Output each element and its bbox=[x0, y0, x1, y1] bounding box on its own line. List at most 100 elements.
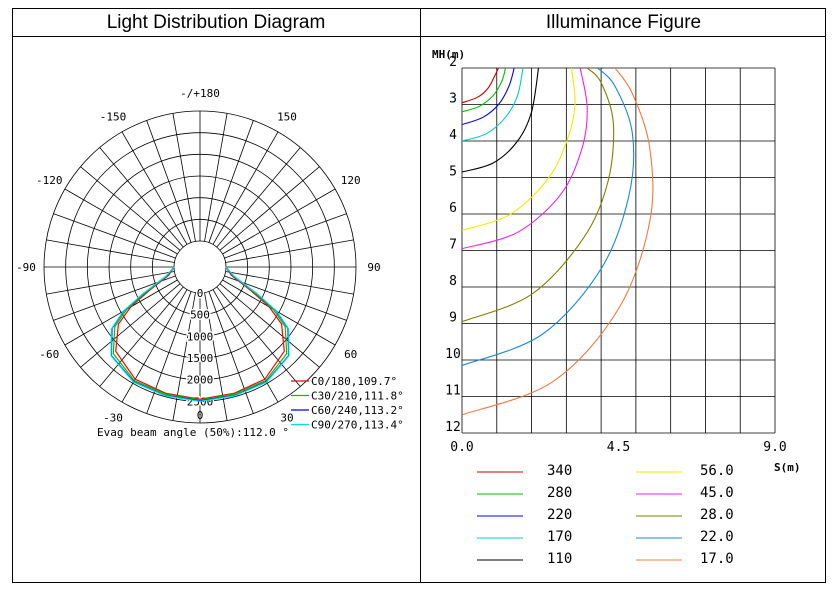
iso-series-curve bbox=[462, 68, 524, 142]
illuminance-figure-title: Illuminance Figure bbox=[545, 12, 702, 33]
polar-spoke bbox=[216, 286, 301, 387]
iso-legend-label: 45.0 bbox=[700, 485, 734, 501]
beam-angle-annotation: Evag beam angle (50%):112.0 ° bbox=[97, 426, 289, 439]
iso-legend-label: 22.0 bbox=[700, 529, 734, 545]
iso-legend-label: 56.0 bbox=[700, 463, 734, 479]
polar-angle-label: -120 bbox=[36, 174, 63, 187]
polar-series-curve bbox=[115, 266, 285, 400]
polar-spoke bbox=[146, 291, 192, 414]
polar-angle-label: -/+180 bbox=[180, 87, 220, 100]
iso-series-curve bbox=[462, 68, 654, 416]
iso-y-tick: 7 bbox=[449, 238, 457, 253]
polar-spoke bbox=[212, 289, 279, 403]
polar-spoke bbox=[172, 292, 196, 421]
iso-x-tick: 0.0 bbox=[450, 440, 473, 455]
iso-y-tick: 11 bbox=[445, 384, 461, 399]
polar-angle-label: -30 bbox=[103, 412, 123, 425]
polar-spoke bbox=[80, 283, 181, 368]
polar-chart: 0 30 -30 60 -60 90 -90 120 -120 150 -150 -/+180 0 500… bbox=[16, 87, 404, 439]
iso-legend-label: 17.0 bbox=[700, 551, 734, 567]
polar-angle-label: 120 bbox=[341, 174, 361, 187]
polar-angle-label: -90 bbox=[16, 261, 36, 274]
iso-legend-label: 28.0 bbox=[700, 507, 734, 523]
polar-spoke bbox=[99, 286, 184, 387]
iso-legend-label: 340 bbox=[547, 463, 572, 479]
polar-angle-label: 90 bbox=[367, 261, 380, 274]
iso-x-tick: 4.5 bbox=[607, 440, 630, 455]
iso-y-tick: 3 bbox=[449, 92, 457, 107]
iso-y-tick: 2 bbox=[449, 55, 457, 70]
iso-legend-label: 170 bbox=[547, 529, 572, 545]
iso-x-tick: 9.0 bbox=[763, 440, 786, 455]
polar-angle-label: -150 bbox=[100, 110, 127, 123]
polar-spoke bbox=[64, 188, 178, 255]
polar-spoke bbox=[53, 275, 176, 321]
iso-x-axis-label: S(m) bbox=[774, 461, 801, 474]
iso-series-curve bbox=[462, 68, 588, 250]
polar-spoke bbox=[121, 289, 188, 403]
iso-series-curve bbox=[462, 68, 615, 323]
iso-y-tick: 8 bbox=[449, 274, 457, 289]
polar-spoke bbox=[46, 239, 175, 263]
polar-radial-label: 1500 bbox=[187, 352, 214, 365]
polar-spoke bbox=[216, 147, 301, 248]
light-distribution-title: Light Distribution Diagram bbox=[106, 12, 326, 33]
polar-spoke bbox=[212, 131, 279, 245]
polar-angle-label: 30 bbox=[280, 412, 293, 425]
polar-radial-label: 0 bbox=[197, 287, 204, 300]
polar-spoke bbox=[222, 279, 336, 346]
iso-legend-label: 280 bbox=[547, 485, 572, 501]
polar-angle-label: -60 bbox=[39, 348, 59, 361]
polar-spoke bbox=[46, 271, 175, 295]
iso-y-axis-label: MH(m) bbox=[432, 48, 465, 61]
polar-spoke bbox=[225, 239, 354, 263]
polar-spoke bbox=[224, 213, 347, 259]
panel-divider bbox=[420, 8, 421, 583]
polar-spoke bbox=[80, 166, 181, 251]
polar-spoke bbox=[204, 113, 228, 242]
iso-series-curve bbox=[462, 68, 540, 173]
polar-radial-label: 500 bbox=[190, 309, 210, 322]
polar-legend-label: C30/210,111.8° bbox=[311, 390, 404, 403]
iso-y-tick: 5 bbox=[449, 165, 457, 180]
polar-spoke bbox=[208, 291, 254, 414]
polar-spoke bbox=[204, 292, 228, 421]
polar-legend-label: C60/240,113.2° bbox=[311, 404, 404, 417]
polar-spoke bbox=[53, 213, 176, 259]
polar-spoke bbox=[224, 275, 347, 321]
polar-spoke bbox=[146, 120, 192, 243]
iso-y-tick: 4 bbox=[449, 128, 457, 143]
polar-spoke bbox=[219, 166, 320, 251]
iso-legend-label: 220 bbox=[547, 507, 572, 523]
iso-series-curve bbox=[462, 68, 635, 367]
iso-y-tick: 10 bbox=[445, 347, 461, 362]
polar-series-curve bbox=[112, 266, 288, 401]
polar-angle-label: 150 bbox=[277, 110, 297, 123]
polar-radial-label: 2000 bbox=[187, 374, 214, 387]
header-divider bbox=[12, 36, 826, 37]
polar-angle-label: 0 bbox=[197, 409, 204, 422]
polar-spoke bbox=[64, 279, 178, 346]
polar-angle-label: 60 bbox=[344, 348, 357, 361]
polar-spoke bbox=[172, 113, 196, 242]
polar-spoke bbox=[99, 147, 184, 248]
polar-spoke bbox=[219, 283, 320, 368]
iso-legend-label: 110 bbox=[547, 551, 572, 567]
iso-y-tick: 6 bbox=[449, 201, 457, 216]
polar-radial-label: 1000 bbox=[187, 330, 214, 343]
iso-y-tick: 12 bbox=[445, 420, 461, 435]
polar-spoke bbox=[208, 120, 254, 243]
polar-series-curve bbox=[110, 266, 290, 402]
outer-frame bbox=[12, 8, 826, 583]
polar-spoke bbox=[225, 271, 354, 295]
iso-series-curve bbox=[462, 68, 515, 126]
polar-legend-label: C90/270,113.4° bbox=[311, 419, 404, 432]
iso-y-tick: 9 bbox=[449, 311, 457, 326]
polar-legend-label: C0/180,109.7° bbox=[311, 375, 397, 388]
iso-series-curve bbox=[462, 68, 507, 113]
polar-spoke bbox=[121, 131, 188, 245]
polar-spoke bbox=[222, 188, 336, 255]
iso-series-curve bbox=[462, 68, 499, 104]
iso-series-curve bbox=[462, 68, 576, 231]
